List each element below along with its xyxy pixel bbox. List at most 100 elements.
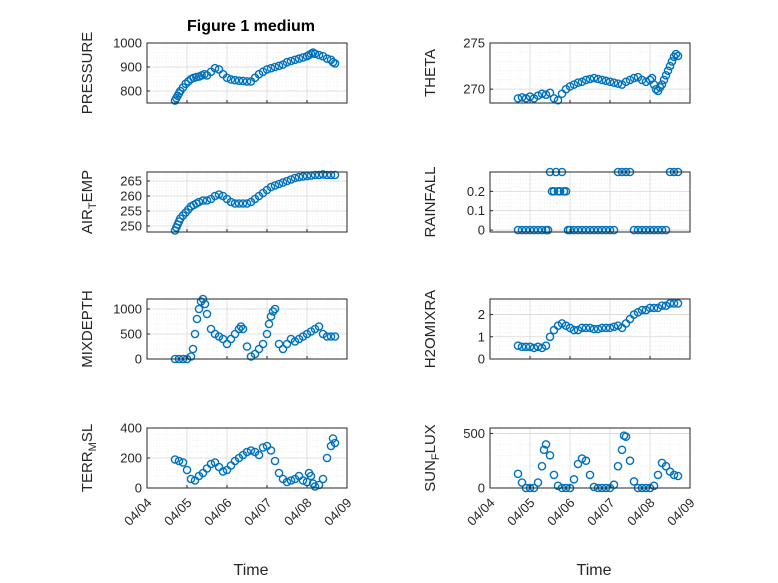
data-point — [517, 342, 527, 352]
data-point — [286, 175, 296, 184]
data-point — [569, 80, 579, 89]
data-point — [645, 303, 655, 313]
data-point — [274, 179, 284, 189]
y-tick-label: 1000 — [113, 36, 142, 51]
data-point — [521, 94, 531, 103]
data-point — [533, 91, 543, 100]
data-point — [178, 458, 188, 467]
data-point — [238, 324, 248, 334]
data-point — [651, 84, 661, 94]
data-point — [270, 304, 280, 314]
data-point — [238, 76, 248, 86]
data-point — [513, 225, 523, 235]
data-point — [306, 471, 316, 481]
data-point — [318, 474, 328, 484]
data-point — [605, 77, 615, 87]
data-point — [667, 57, 677, 66]
data-point — [663, 66, 673, 75]
data-point — [200, 299, 210, 309]
data-point — [270, 456, 280, 466]
data-point — [326, 170, 336, 180]
data-point — [274, 468, 284, 478]
data-point — [186, 474, 196, 484]
data-point — [573, 78, 583, 87]
figure-title: Figure 1 medium — [187, 18, 315, 35]
y-tick-label: 800 — [120, 84, 142, 99]
y-tick-label: 400 — [120, 421, 142, 436]
data-point — [637, 75, 647, 85]
data-point — [266, 63, 276, 73]
data-point — [661, 225, 671, 235]
data-point — [549, 94, 559, 103]
data-point — [601, 323, 611, 333]
data-point — [270, 62, 280, 72]
data-point — [621, 77, 631, 87]
data-point — [525, 225, 535, 235]
data-point — [645, 225, 655, 235]
data-point — [657, 80, 667, 89]
data-point — [673, 299, 683, 308]
data-point — [517, 93, 527, 102]
data-point — [669, 470, 679, 480]
y-tick-label: 0.2 — [467, 184, 485, 199]
data-point — [234, 199, 244, 208]
data-point — [565, 82, 575, 91]
data-point — [609, 78, 619, 87]
data-point — [601, 76, 611, 86]
data-point — [669, 299, 679, 308]
y-axis-label: PRESSURE — [79, 32, 96, 115]
x-axis-label-left: Time — [234, 562, 269, 579]
data-point — [181, 79, 190, 89]
data-point — [242, 199, 252, 208]
data-point — [537, 461, 547, 471]
data-point — [242, 447, 252, 457]
data-point — [653, 470, 663, 480]
y-tick-label: 255 — [120, 204, 142, 219]
subplot-6: 0 1 2 H2OMIXRA — [422, 290, 691, 368]
data-point — [609, 322, 619, 332]
data-point — [673, 51, 683, 61]
data-point — [274, 61, 284, 71]
data-point — [533, 225, 543, 235]
y-tick-label: 200 — [120, 451, 142, 466]
data-point — [549, 187, 559, 196]
data-point — [553, 95, 563, 105]
axes-box — [489, 298, 691, 360]
data-point — [633, 225, 643, 235]
data-point — [545, 450, 555, 460]
data-point — [322, 332, 332, 341]
data-point — [282, 176, 292, 186]
y-tick-label: 0.1 — [467, 203, 485, 218]
data-point — [593, 324, 603, 334]
data-point — [314, 50, 324, 60]
y-tick-label: 500 — [120, 327, 142, 342]
data-point — [629, 73, 639, 83]
subplot-2: 270 275 THETA — [422, 36, 691, 105]
data-point — [665, 61, 675, 71]
data-point — [258, 443, 268, 452]
data-point — [322, 453, 332, 463]
data-point — [517, 225, 527, 235]
data-point — [589, 324, 599, 334]
data-point — [625, 75, 635, 85]
data-point — [310, 170, 320, 180]
data-point — [537, 225, 547, 235]
data-point — [230, 75, 240, 85]
data-point — [577, 77, 587, 87]
data-point — [513, 469, 523, 479]
data-point — [521, 342, 531, 352]
data-point — [226, 75, 236, 84]
data-point — [236, 322, 246, 331]
data-point — [234, 76, 244, 85]
data-point — [330, 170, 340, 180]
data-point — [330, 438, 340, 448]
data-point — [549, 470, 559, 480]
data-point — [254, 450, 264, 460]
y-tick-label: 1 — [478, 329, 485, 344]
data-point — [218, 467, 228, 476]
data-point — [266, 446, 276, 455]
data-point — [613, 79, 623, 88]
data-point — [585, 470, 595, 480]
